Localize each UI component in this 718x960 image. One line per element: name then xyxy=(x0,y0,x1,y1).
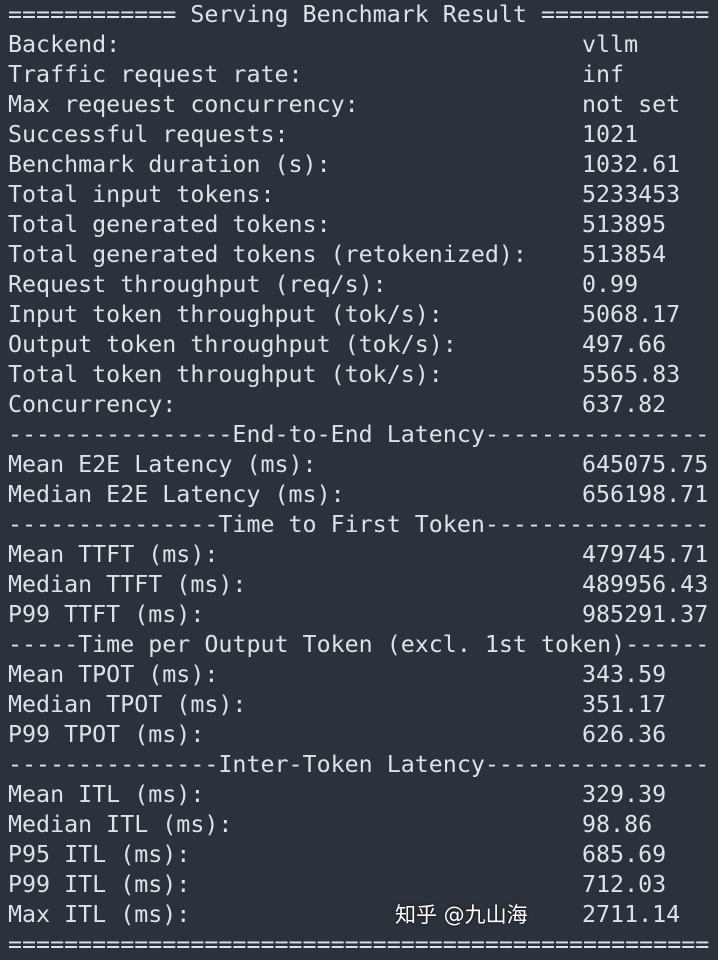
metric-value: inf xyxy=(582,61,625,88)
metric-row: Backend: vllm xyxy=(8,30,709,60)
metric-row: Total input tokens: 5233453 xyxy=(8,180,709,210)
metric-value: 513895 xyxy=(582,211,667,238)
section-header: -----Time per Output Token (excl. 1st to… xyxy=(8,631,710,658)
metric-value: 685.69 xyxy=(582,841,667,868)
metric-label: Concurrency: xyxy=(8,391,177,418)
metric-row: P99 TTFT (ms): 985291.37 xyxy=(8,600,709,630)
metric-value: 712.03 xyxy=(582,871,667,898)
metric-row: Mean TPOT (ms): 343.59 xyxy=(8,660,709,690)
metric-label: Input token throughput (tok/s): xyxy=(8,301,443,328)
metric-row: Mean TTFT (ms): 479745.71 xyxy=(8,540,709,570)
metric-label: P95 ITL (ms): xyxy=(8,841,191,868)
metric-label: Median TPOT (ms): xyxy=(8,691,247,718)
metric-label: P99 ITL (ms): xyxy=(8,871,191,898)
metric-value: not set xyxy=(582,91,681,118)
metric-row: Mean E2E Latency (ms): 645075.75 xyxy=(8,450,709,480)
metric-value: 513854 xyxy=(582,241,667,268)
metric-value: 626.36 xyxy=(582,721,667,748)
metric-value: 0.99 xyxy=(582,271,639,298)
metric-label: Total generated tokens (retokenized): xyxy=(8,241,527,268)
metric-row: Mean ITL (ms): 329.39 xyxy=(8,780,709,810)
metric-label: Request throughput (req/s): xyxy=(8,271,387,298)
metric-row: Benchmark duration (s): 1032.61 xyxy=(8,150,709,180)
metric-label: Mean E2E Latency (ms): xyxy=(8,451,317,478)
metric-label: Max reqeuest concurrency: xyxy=(8,91,359,118)
metric-row: Total token throughput (tok/s): 5565.83 xyxy=(8,360,709,390)
metric-value: 637.82 xyxy=(582,391,667,418)
metric-label: Output token throughput (tok/s): xyxy=(8,331,457,358)
metric-row: Input token throughput (tok/s): 5068.17 xyxy=(8,300,709,330)
metric-value: 985291.37 xyxy=(582,601,709,628)
metric-value: 1021 xyxy=(582,121,639,148)
metric-label: P99 TPOT (ms): xyxy=(8,721,205,748)
metric-label: Total input tokens: xyxy=(8,181,275,208)
metric-value: 489956.43 xyxy=(582,571,709,598)
terminal-output: ============ Serving Benchmark Result ==… xyxy=(8,0,709,960)
section-header: ============ Serving Benchmark Result ==… xyxy=(8,1,710,28)
metric-row: Max reqeuest concurrency: not set xyxy=(8,90,709,120)
metric-label: Median E2E Latency (ms): xyxy=(8,481,345,508)
metric-row: Median TTFT (ms): 489956.43 xyxy=(8,570,709,600)
section-header: ---------------Inter-Token Latency------… xyxy=(8,751,710,778)
metric-row: Median E2E Latency (ms): 656198.71 xyxy=(8,480,709,510)
metric-label: Mean ITL (ms): xyxy=(8,781,205,808)
metric-label: Backend: xyxy=(8,31,121,58)
metric-label: Benchmark duration (s): xyxy=(8,151,331,178)
metric-value: 2711.14 xyxy=(582,901,681,928)
section-header: ---------------Time to First Token------… xyxy=(8,511,710,538)
metric-row: Successful requests: 1021 xyxy=(8,120,709,150)
metric-value: 479745.71 xyxy=(582,541,709,568)
section-footer: ========================================… xyxy=(8,931,710,958)
metric-label: Total token throughput (tok/s): xyxy=(8,361,443,388)
metric-value: 5068.17 xyxy=(582,301,681,328)
metric-row: Concurrency: 637.82 xyxy=(8,390,709,420)
metric-label: Mean TPOT (ms): xyxy=(8,661,219,688)
metric-row: P99 ITL (ms): 712.03 xyxy=(8,870,709,900)
metric-row: Traffic request rate: inf xyxy=(8,60,709,90)
watermark: 知乎 @九山海 xyxy=(395,903,528,927)
metric-row: Total generated tokens (retokenized): 513… xyxy=(8,240,709,270)
metric-value: 5233453 xyxy=(582,181,681,208)
metric-row: Request throughput (req/s): 0.99 xyxy=(8,270,709,300)
metric-label: Median ITL (ms): xyxy=(8,811,233,838)
metric-value: 645075.75 xyxy=(582,451,709,478)
metric-row: Max ITL (ms): 2711.14 xyxy=(8,900,709,930)
metric-value: 329.39 xyxy=(582,781,667,808)
metric-label: Max ITL (ms): xyxy=(8,901,191,928)
metric-value: 5565.83 xyxy=(582,361,681,388)
metric-row: Total generated tokens: 513895 xyxy=(8,210,709,240)
metric-value: 656198.71 xyxy=(582,481,709,508)
metric-value: vllm xyxy=(582,31,639,58)
metric-value: 497.66 xyxy=(582,331,667,358)
metric-value: 1032.61 xyxy=(582,151,681,178)
metric-label: P99 TTFT (ms): xyxy=(8,601,205,628)
metric-label: Median TTFT (ms): xyxy=(8,571,247,598)
metric-row: P95 ITL (ms): 685.69 xyxy=(8,840,709,870)
metric-row: P99 TPOT (ms): 626.36 xyxy=(8,720,709,750)
metric-label: Successful requests: xyxy=(8,121,289,148)
metric-value: 351.17 xyxy=(582,691,667,718)
section-header: ----------------End-to-End Latency------… xyxy=(8,421,710,448)
metric-value: 343.59 xyxy=(582,661,667,688)
metric-row: Median ITL (ms): 98.86 xyxy=(8,810,709,840)
metric-label: Total generated tokens: xyxy=(8,211,331,238)
metric-row: Output token throughput (tok/s): 497.66 xyxy=(8,330,709,360)
metric-value: 98.86 xyxy=(582,811,653,838)
metric-label: Mean TTFT (ms): xyxy=(8,541,219,568)
metric-row: Median TPOT (ms): 351.17 xyxy=(8,690,709,720)
metric-label: Traffic request rate: xyxy=(8,61,303,88)
